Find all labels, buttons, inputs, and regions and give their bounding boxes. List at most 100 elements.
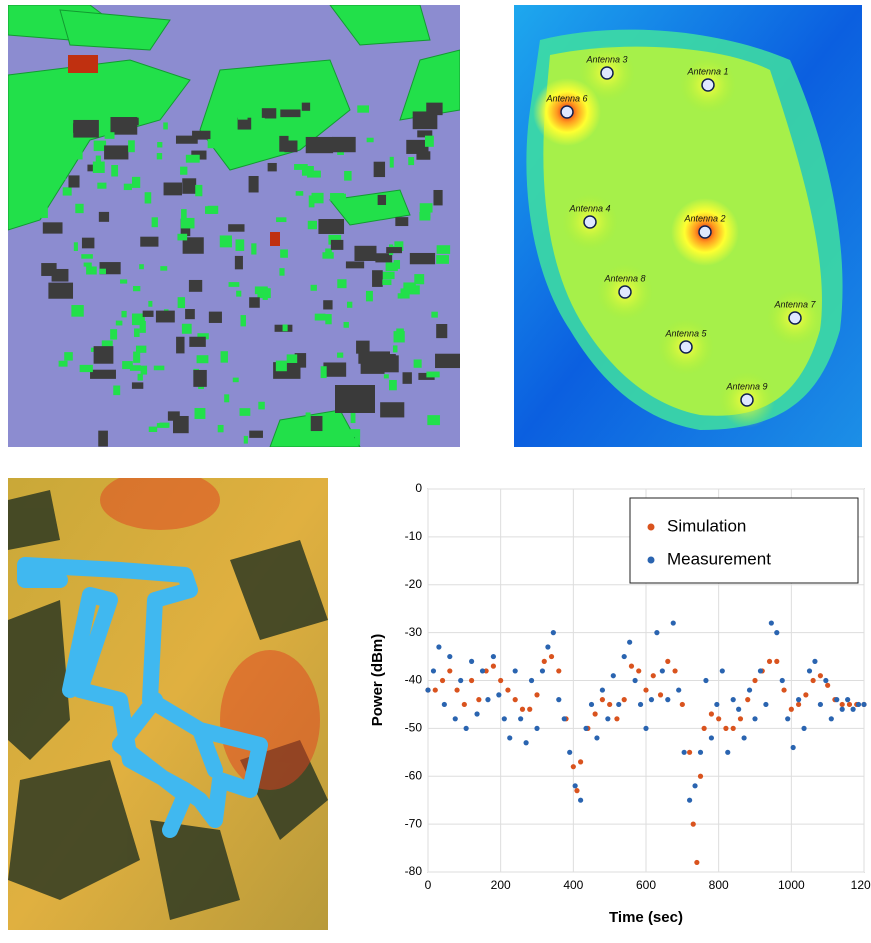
building — [90, 370, 116, 379]
data-point — [714, 702, 719, 707]
data-point — [803, 692, 808, 697]
y-tick-label: -70 — [405, 816, 423, 830]
building — [427, 415, 440, 425]
building — [180, 167, 187, 175]
antenna-icon — [699, 226, 711, 238]
building — [84, 263, 92, 267]
data-point — [496, 692, 501, 697]
building — [346, 261, 364, 268]
data-point — [811, 678, 816, 683]
data-point — [540, 668, 545, 673]
building — [322, 252, 333, 258]
data-point — [818, 673, 823, 678]
building — [315, 314, 326, 321]
antenna-icon — [601, 67, 613, 79]
antenna-label: Antenna 8 — [603, 273, 645, 283]
building — [351, 413, 356, 423]
building — [425, 136, 434, 147]
antenna-label: Antenna 4 — [568, 203, 610, 213]
data-point — [665, 697, 670, 702]
data-point — [545, 644, 550, 649]
building — [195, 185, 202, 196]
data-point — [785, 716, 790, 721]
building — [390, 157, 394, 168]
building — [331, 240, 344, 250]
data-point — [513, 697, 518, 702]
antenna-label: Antenna 2 — [683, 213, 725, 223]
building — [111, 165, 118, 176]
antenna-label: Antenna 7 — [773, 299, 816, 309]
data-point — [780, 678, 785, 683]
building — [416, 151, 430, 159]
data-point — [556, 697, 561, 702]
building — [193, 370, 206, 387]
building — [113, 118, 139, 126]
building — [59, 361, 68, 367]
building — [218, 425, 224, 432]
building — [181, 218, 195, 229]
building — [318, 219, 344, 234]
building — [81, 254, 93, 259]
x-tick-label: 800 — [709, 878, 729, 892]
building — [152, 217, 158, 227]
data-point — [731, 726, 736, 731]
data-point — [425, 687, 430, 692]
data-point — [524, 740, 529, 745]
data-point — [709, 735, 714, 740]
building — [350, 429, 360, 437]
data-point — [505, 687, 510, 692]
antenna-label: Antenna 6 — [545, 93, 587, 103]
data-point — [607, 702, 612, 707]
data-point — [752, 716, 757, 721]
building — [128, 140, 135, 152]
building — [372, 270, 383, 287]
building — [189, 280, 202, 292]
building — [408, 157, 414, 165]
building — [436, 324, 447, 338]
antenna-icon — [789, 312, 801, 324]
data-point — [796, 702, 801, 707]
y-tick-label: 0 — [415, 481, 422, 495]
data-point — [578, 798, 583, 803]
data-point — [658, 692, 663, 697]
building — [46, 144, 53, 152]
building — [73, 120, 99, 138]
data-point — [605, 716, 610, 721]
building — [257, 288, 270, 298]
building — [403, 372, 412, 384]
x-tick-label: 400 — [563, 878, 583, 892]
building — [337, 353, 343, 358]
data-point — [709, 711, 714, 716]
data-point — [752, 678, 757, 683]
data-point — [600, 697, 605, 702]
building — [236, 239, 245, 251]
data-point — [589, 702, 594, 707]
building — [268, 163, 277, 171]
building — [121, 311, 126, 317]
data-point — [600, 687, 605, 692]
data-point — [736, 707, 741, 712]
data-point — [469, 659, 474, 664]
data-point — [527, 707, 532, 712]
y-tick-label: -30 — [405, 625, 423, 639]
data-point — [562, 716, 567, 721]
building — [160, 266, 167, 271]
building — [384, 374, 389, 378]
data-point — [829, 716, 834, 721]
data-point — [440, 678, 445, 683]
building — [344, 322, 349, 328]
building — [154, 366, 165, 371]
y-tick-label: -10 — [405, 529, 423, 543]
legend-marker — [648, 557, 655, 564]
building — [283, 324, 288, 331]
data-point — [725, 750, 730, 755]
building — [139, 264, 144, 269]
data-point — [574, 788, 579, 793]
data-point — [611, 673, 616, 678]
data-point — [629, 664, 634, 669]
building — [308, 221, 317, 229]
data-point — [825, 683, 830, 688]
data-point — [694, 860, 699, 865]
data-point — [654, 630, 659, 635]
data-point — [687, 750, 692, 755]
